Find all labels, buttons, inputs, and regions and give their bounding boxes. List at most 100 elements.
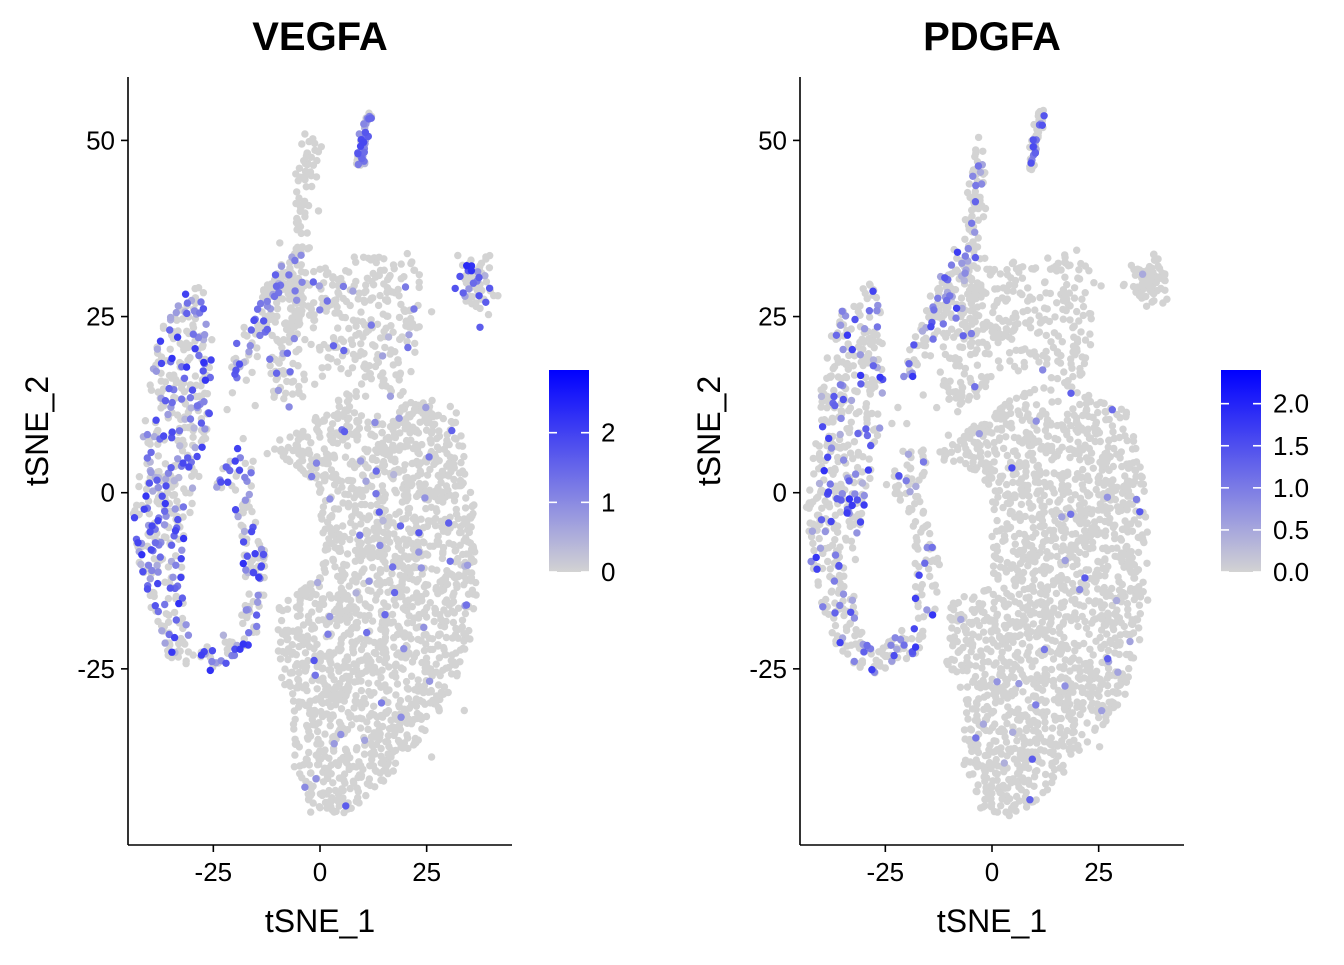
cell-point bbox=[332, 759, 339, 766]
cell-point bbox=[1129, 481, 1136, 488]
cell-point bbox=[1137, 610, 1144, 617]
cell-point bbox=[873, 294, 880, 301]
cell-point bbox=[1051, 713, 1058, 720]
cell-point bbox=[286, 458, 293, 465]
cell-point bbox=[950, 606, 957, 613]
cell-point bbox=[997, 802, 1004, 809]
cell-point bbox=[351, 641, 358, 648]
cell-point bbox=[447, 403, 454, 410]
cell-point bbox=[978, 608, 985, 615]
cell-point bbox=[296, 390, 303, 397]
cell-point bbox=[254, 599, 261, 606]
cell-point bbox=[973, 756, 980, 763]
cell-point bbox=[233, 340, 240, 347]
cell-point bbox=[997, 698, 1004, 705]
cell-point bbox=[344, 726, 351, 733]
cell-point bbox=[301, 376, 308, 383]
cell-point bbox=[999, 504, 1006, 511]
cell-point bbox=[1096, 614, 1103, 621]
cell-point bbox=[412, 441, 419, 448]
cell-point bbox=[936, 448, 943, 455]
cell-point bbox=[986, 681, 993, 688]
cell-point bbox=[1125, 665, 1132, 672]
cell-point bbox=[358, 501, 365, 508]
cell-point bbox=[980, 803, 987, 810]
cell-point bbox=[369, 564, 376, 571]
cell-point bbox=[152, 417, 159, 424]
cell-point bbox=[1013, 778, 1020, 785]
cell-point bbox=[312, 672, 319, 679]
cell-point bbox=[1013, 395, 1020, 402]
cell-point bbox=[187, 394, 194, 401]
cell-point bbox=[1012, 541, 1019, 548]
cell-point bbox=[379, 352, 386, 359]
cell-point bbox=[1083, 582, 1090, 589]
cell-point bbox=[981, 766, 988, 773]
cell-point bbox=[1044, 583, 1051, 590]
cell-point bbox=[955, 649, 962, 656]
cell-point bbox=[1101, 601, 1108, 608]
cell-point bbox=[172, 505, 179, 512]
cell-point bbox=[408, 481, 415, 488]
cell-point bbox=[202, 377, 209, 384]
cell-point bbox=[1110, 626, 1117, 633]
cell-point bbox=[1024, 410, 1031, 417]
cell-point bbox=[415, 614, 422, 621]
cell-point bbox=[167, 314, 174, 321]
cell-point bbox=[390, 644, 397, 651]
cell-point bbox=[318, 364, 325, 371]
cell-point bbox=[975, 633, 982, 640]
cell-point bbox=[418, 564, 425, 571]
cell-point bbox=[346, 714, 353, 721]
cell-point bbox=[411, 267, 418, 274]
cell-point bbox=[253, 611, 260, 618]
y-tick-label: -25 bbox=[77, 654, 115, 684]
cell-point bbox=[919, 509, 926, 516]
cell-point bbox=[280, 395, 287, 402]
cell-point bbox=[139, 568, 146, 575]
cell-point bbox=[288, 378, 295, 385]
cell-point bbox=[1011, 576, 1018, 583]
cell-point bbox=[1039, 407, 1046, 414]
cell-point bbox=[331, 297, 338, 304]
cell-point bbox=[329, 274, 336, 281]
cell-point bbox=[1013, 624, 1020, 631]
colorbar-tick-label: 1 bbox=[601, 487, 615, 517]
cell-point bbox=[973, 441, 980, 448]
cell-point bbox=[397, 370, 404, 377]
cell-point bbox=[362, 129, 369, 136]
cell-point bbox=[303, 663, 310, 670]
cell-point bbox=[374, 581, 381, 588]
cell-point bbox=[182, 660, 189, 667]
cell-point bbox=[961, 593, 968, 600]
cell-point bbox=[154, 517, 161, 524]
cell-point bbox=[276, 436, 283, 443]
cell-point bbox=[291, 736, 298, 743]
cell-point bbox=[1130, 459, 1137, 466]
cell-point bbox=[382, 738, 389, 745]
cell-point bbox=[1043, 627, 1050, 634]
cell-point bbox=[161, 508, 168, 515]
cell-point bbox=[350, 704, 357, 711]
cell-point bbox=[1043, 444, 1050, 451]
cell-point bbox=[986, 727, 993, 734]
cell-point bbox=[411, 654, 418, 661]
cell-point bbox=[301, 784, 308, 791]
cell-point bbox=[348, 336, 355, 343]
cell-point bbox=[287, 321, 294, 328]
cell-point bbox=[310, 278, 317, 285]
cell-point bbox=[202, 321, 209, 328]
cell-point bbox=[328, 594, 335, 601]
cell-point bbox=[1018, 618, 1025, 625]
cell-point bbox=[1073, 571, 1080, 578]
cell-point bbox=[1069, 729, 1076, 736]
cell-point bbox=[990, 563, 997, 570]
cell-point bbox=[1073, 417, 1080, 424]
cell-point bbox=[204, 390, 211, 397]
cell-point bbox=[1084, 738, 1091, 745]
cell-point bbox=[291, 335, 298, 342]
cell-point bbox=[330, 733, 337, 740]
cell-point bbox=[993, 517, 1000, 524]
cell-point bbox=[291, 707, 298, 714]
cell-point bbox=[1020, 586, 1027, 593]
